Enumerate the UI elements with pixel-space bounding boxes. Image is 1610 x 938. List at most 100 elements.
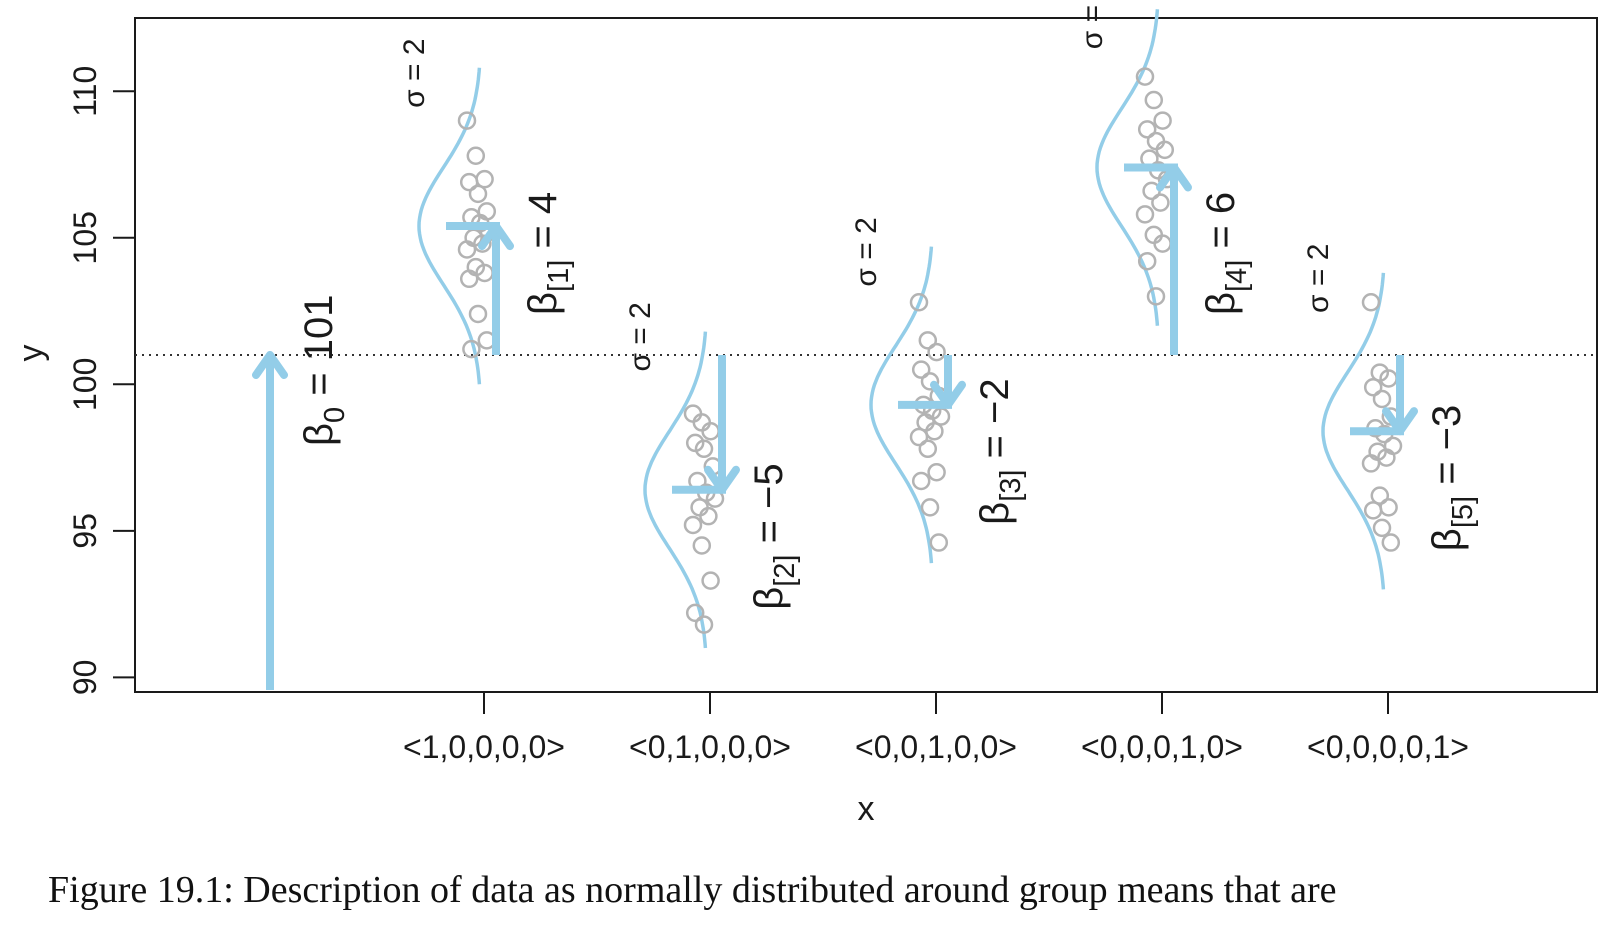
data-point-3-14 — [927, 462, 946, 482]
deviation-arrow-3 — [930, 355, 966, 409]
data-point-5-11 — [1377, 448, 1396, 467]
normal-curve-5 — [1321, 272, 1386, 590]
data-point-2-13 — [692, 536, 712, 555]
normal-curve-3 — [869, 246, 934, 564]
data-point-2-16 — [694, 615, 714, 634]
beta0-layer: β0 = 101 — [252, 295, 351, 690]
normal-curve-4 — [1095, 9, 1160, 326]
sigma-label-5: σ = 2 — [1302, 244, 1335, 313]
data-point-3-11 — [925, 421, 944, 441]
sigma-label-3: σ = 2 — [850, 217, 883, 286]
deviation-arrow-1 — [478, 222, 514, 355]
data-point-4-3 — [1153, 111, 1172, 130]
group-4: σ = 2 β[4] = 6 — [1076, 0, 1253, 355]
deviation-arrow-5 — [1382, 355, 1418, 436]
data-point-3-13 — [918, 439, 938, 459]
x-tick-label-1: <1,0,0,0,0> — [403, 729, 565, 765]
data-point-2-5 — [694, 439, 714, 459]
data-point-3-5 — [920, 372, 940, 391]
data-point-5-4 — [1363, 377, 1383, 397]
data-point-3-4 — [911, 360, 931, 379]
sigma-label-2: σ = 2 — [624, 302, 657, 371]
data-point-2-1 — [683, 404, 703, 423]
data-point-4-12 — [1135, 205, 1155, 224]
sigma-label-1: σ = 2 — [398, 38, 431, 107]
deviation-arrow-3-head — [930, 380, 966, 409]
sigma-label-4: σ = 2 — [1076, 0, 1109, 49]
deviation-arrow-5-head — [1382, 407, 1418, 436]
normal-curve-1 — [417, 67, 482, 385]
data-point-2-14 — [701, 571, 720, 590]
groups-layer: σ = 2 β[1] = 4 σ = 2 β[2] = −5 σ = 2 β[3] = −… — [398, 0, 1479, 649]
beta-label-5: β[5] = −3 — [1425, 405, 1479, 551]
beta-label-2: β[2] = −5 — [747, 463, 801, 609]
data-point-2-3 — [701, 421, 720, 441]
data-point-3-17 — [929, 533, 949, 552]
y-axis: 90 95 100 105 110 — [67, 66, 135, 695]
data-point-1-4 — [459, 172, 479, 192]
data-point-4-16 — [1146, 287, 1166, 306]
y-tick-label-95: 95 — [67, 513, 103, 549]
deviation-arrow-4-head — [1156, 163, 1192, 192]
deviation-arrow-2-head — [704, 465, 740, 494]
beta-label-4: β[4] = 6 — [1199, 192, 1253, 315]
y-tick-label-100: 100 — [67, 358, 103, 411]
beta0-label: β0 = 101 — [297, 295, 351, 446]
data-point-5-14 — [1379, 498, 1398, 517]
data-point-1-16 — [468, 304, 488, 324]
data-point-4-14 — [1153, 234, 1172, 253]
data-point-5-17 — [1381, 533, 1401, 552]
data-point-5-13 — [1370, 486, 1390, 505]
data-point-1-18 — [462, 339, 481, 359]
data-point-1-11 — [473, 234, 492, 253]
x-axis-label: x — [858, 790, 875, 828]
data-point-4-11 — [1151, 193, 1170, 212]
data-point-5-5 — [1372, 389, 1392, 409]
group-3: σ = 2 β[3] = −2 — [850, 217, 1027, 564]
data-point-1-1 — [457, 111, 477, 130]
x-tick-label-2: <0,1,0,0,0> — [629, 729, 791, 765]
x-axis: <1,0,0,0,0> <0,1,0,0,0> <0,0,1,0,0> <0,0,0,… — [403, 692, 1469, 765]
deviation-arrow-1-head — [478, 222, 514, 251]
x-tick-label-4: <0,0,0,1,0> — [1081, 729, 1243, 765]
data-point-4-1 — [1135, 67, 1155, 86]
data-point-1-5 — [468, 184, 488, 204]
data-point-2-2 — [692, 413, 712, 432]
group-5: σ = 2 β[5] = −3 — [1302, 244, 1479, 590]
data-point-2-12 — [683, 515, 703, 535]
beta0-arrow-head — [252, 351, 288, 379]
data-point-5-12 — [1361, 454, 1381, 473]
data-point-2-10 — [690, 498, 709, 517]
data-point-4-6 — [1155, 140, 1175, 160]
y-tick-label-90: 90 — [67, 660, 103, 696]
data-point-4-15 — [1137, 251, 1157, 271]
data-point-3-15 — [911, 471, 931, 491]
data-point-1-15 — [459, 269, 479, 289]
data-point-4-4 — [1137, 120, 1157, 139]
chart: 90 95 100 105 110 <1,0,0,0,0> <0,1,0,0,0> <0,0… — [12, 0, 1598, 828]
deviation-arrow-2 — [704, 355, 740, 494]
data-point-3-1 — [909, 293, 929, 312]
data-point-1-12 — [457, 240, 477, 259]
data-point-2-11 — [699, 506, 718, 526]
data-point-5-15 — [1363, 501, 1383, 520]
figure-caption: Figure 19.1: Description of data as norm… — [48, 869, 1337, 911]
data-point-4-5 — [1146, 131, 1166, 151]
data-point-3-3 — [927, 342, 946, 362]
data-point-4-13 — [1144, 225, 1164, 245]
beta-label-3: β[3] = −2 — [973, 378, 1027, 524]
data-point-5-1 — [1361, 293, 1381, 312]
y-tick-label-110: 110 — [67, 66, 103, 117]
data-point-5-16 — [1372, 518, 1392, 538]
plot-frame — [134, 17, 1598, 693]
beta-label-1: β[1] = 4 — [521, 192, 575, 315]
y-tick-label-105: 105 — [67, 211, 103, 264]
deviation-arrow-4 — [1156, 163, 1192, 355]
group-2: σ = 2 β[2] = −5 — [624, 302, 801, 649]
x-tick-label-5: <0,0,0,0,1> — [1307, 729, 1469, 765]
data-point-1-2 — [466, 146, 486, 165]
data-point-4-2 — [1144, 90, 1164, 110]
group-1: σ = 2 β[1] = 4 — [398, 38, 575, 385]
data-point-3-16 — [920, 498, 940, 517]
data-point-2-15 — [685, 603, 705, 623]
